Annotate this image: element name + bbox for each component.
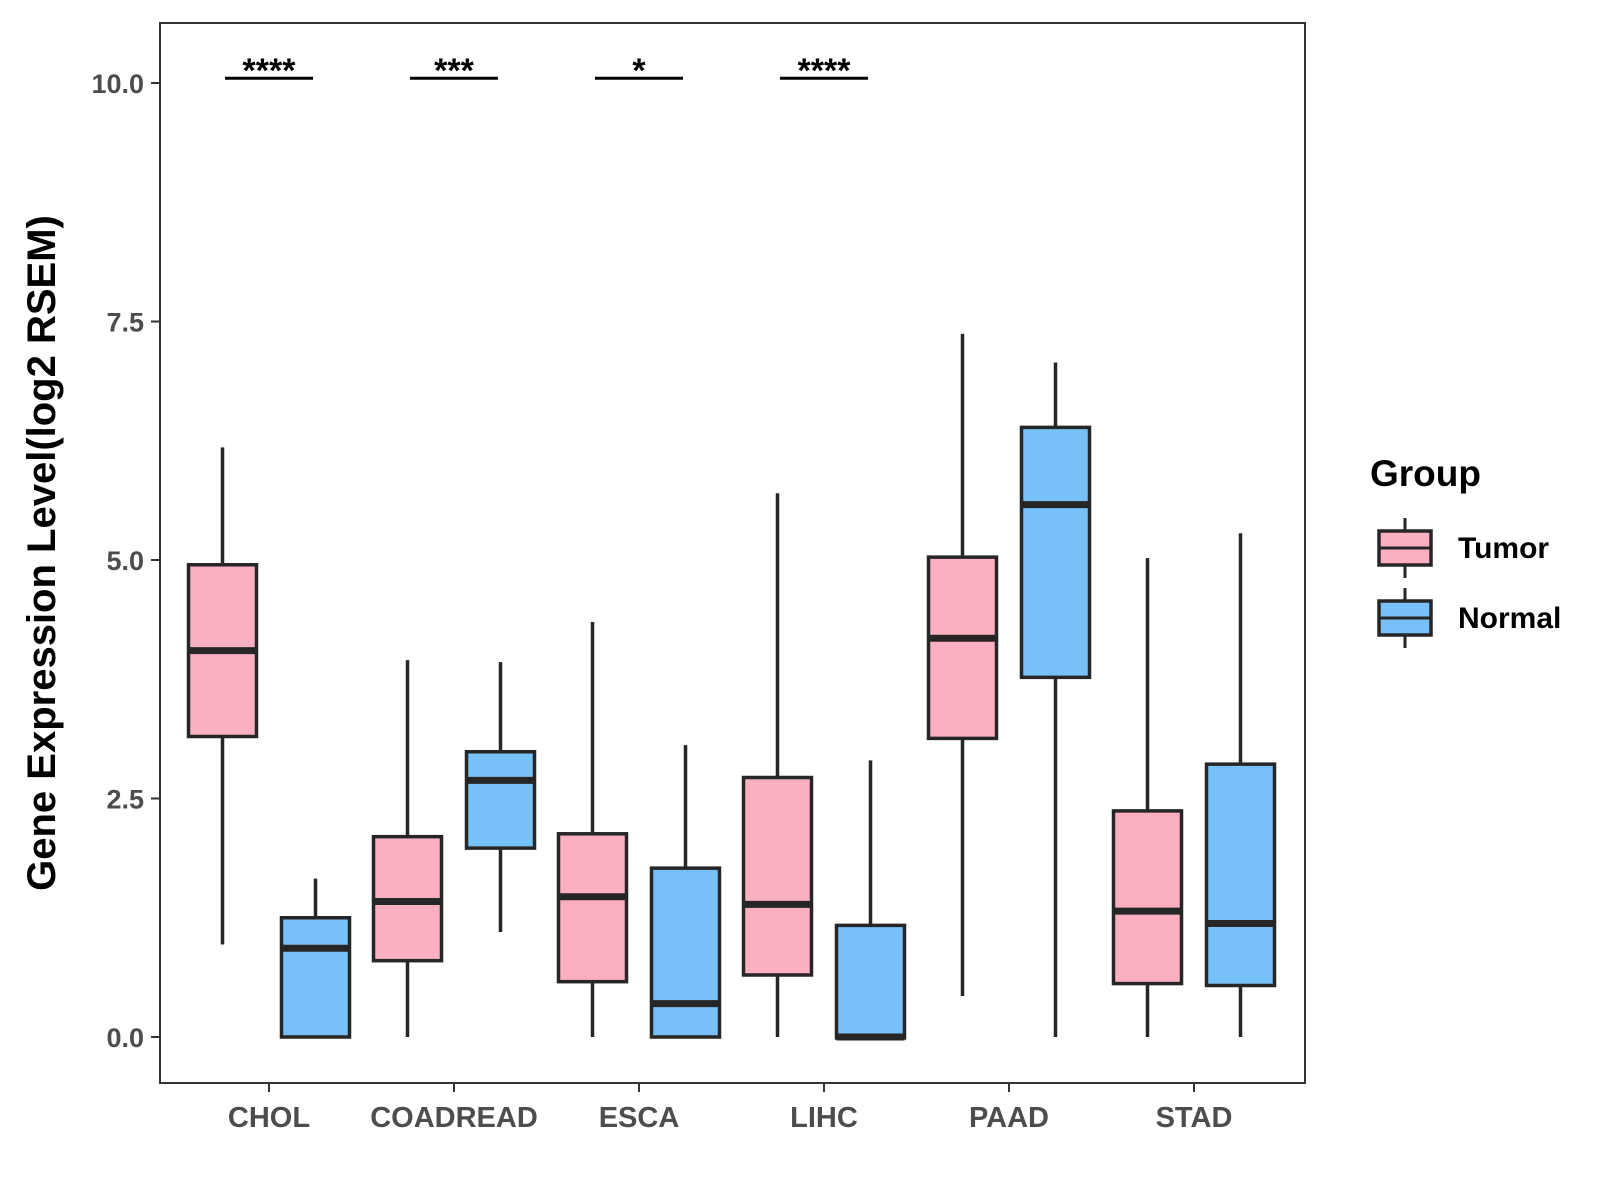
box-normal-lihc xyxy=(834,760,907,1041)
legend-label-tumor: Tumor xyxy=(1458,532,1549,565)
box-body xyxy=(649,866,722,1039)
box-normal-chol xyxy=(279,878,352,1039)
box-body xyxy=(1111,809,1184,986)
significance-label: *** xyxy=(434,52,474,90)
box-normal-stad xyxy=(1204,533,1277,1037)
y-tick-label: 7.5 xyxy=(106,308,144,338)
box-normal-paad xyxy=(1019,362,1092,1037)
series-normal xyxy=(279,362,1277,1041)
significance-chol: **** xyxy=(225,52,313,90)
box-normal-esca xyxy=(649,745,722,1039)
legend-entry-normal: Normal xyxy=(1377,588,1561,648)
box-body xyxy=(834,923,907,1040)
box-body xyxy=(464,750,537,850)
x-tick-label-coadread: COADREAD xyxy=(370,1102,538,1134)
box-body xyxy=(556,832,629,984)
y-tick-label: 10.0 xyxy=(91,69,144,99)
plot-panel-border xyxy=(159,22,1306,1084)
box-normal-coadread xyxy=(464,662,537,933)
box-body xyxy=(279,916,352,1039)
x-tick-label-stad: STAD xyxy=(1156,1102,1233,1134)
significance-label: **** xyxy=(243,52,297,90)
legend-entry-tumor: Tumor xyxy=(1377,518,1549,578)
box-tumor-coadread xyxy=(371,660,444,1037)
significance-esca: * xyxy=(595,52,683,90)
box-body xyxy=(926,555,999,741)
significance-label: * xyxy=(632,52,646,90)
legend: Group Tumor Normal xyxy=(1370,453,1561,648)
box-body xyxy=(1019,425,1092,680)
series-tumor xyxy=(186,333,1184,1037)
plot-body: **** *** * **** xyxy=(186,52,1277,1041)
box-tumor-esca xyxy=(556,622,629,1037)
y-axis-title: Gene Expression Level(log2 RSEM) xyxy=(20,215,64,891)
y-tick-label: 5.0 xyxy=(106,546,144,576)
significance-label: **** xyxy=(798,52,852,90)
significance-lihc: **** xyxy=(780,52,868,90)
legend-label-normal: Normal xyxy=(1458,602,1561,635)
significance-coadread: *** xyxy=(410,52,498,90)
box-tumor-stad xyxy=(1111,558,1184,1037)
box-tumor-chol xyxy=(186,447,259,945)
box-tumor-paad xyxy=(926,333,999,996)
box-body xyxy=(1204,762,1277,988)
y-axis: 0.0 2.5 5.0 7.5 10.0 xyxy=(91,69,160,1053)
x-tick-label-paad: PAAD xyxy=(969,1102,1049,1134)
x-tick-label-esca: ESCA xyxy=(599,1102,680,1134)
x-axis: CHOL COADREAD ESCA LIHC PAAD STAD xyxy=(228,1083,1232,1134)
box-body xyxy=(741,775,814,977)
legend-title: Group xyxy=(1370,453,1481,494)
box-tumor-lihc xyxy=(741,493,814,1037)
y-tick-label: 2.5 xyxy=(106,785,144,815)
y-tick-label: 0.0 xyxy=(106,1023,144,1053)
x-tick-label-lihc: LIHC xyxy=(790,1102,858,1134)
x-tick-label-chol: CHOL xyxy=(228,1102,310,1134)
